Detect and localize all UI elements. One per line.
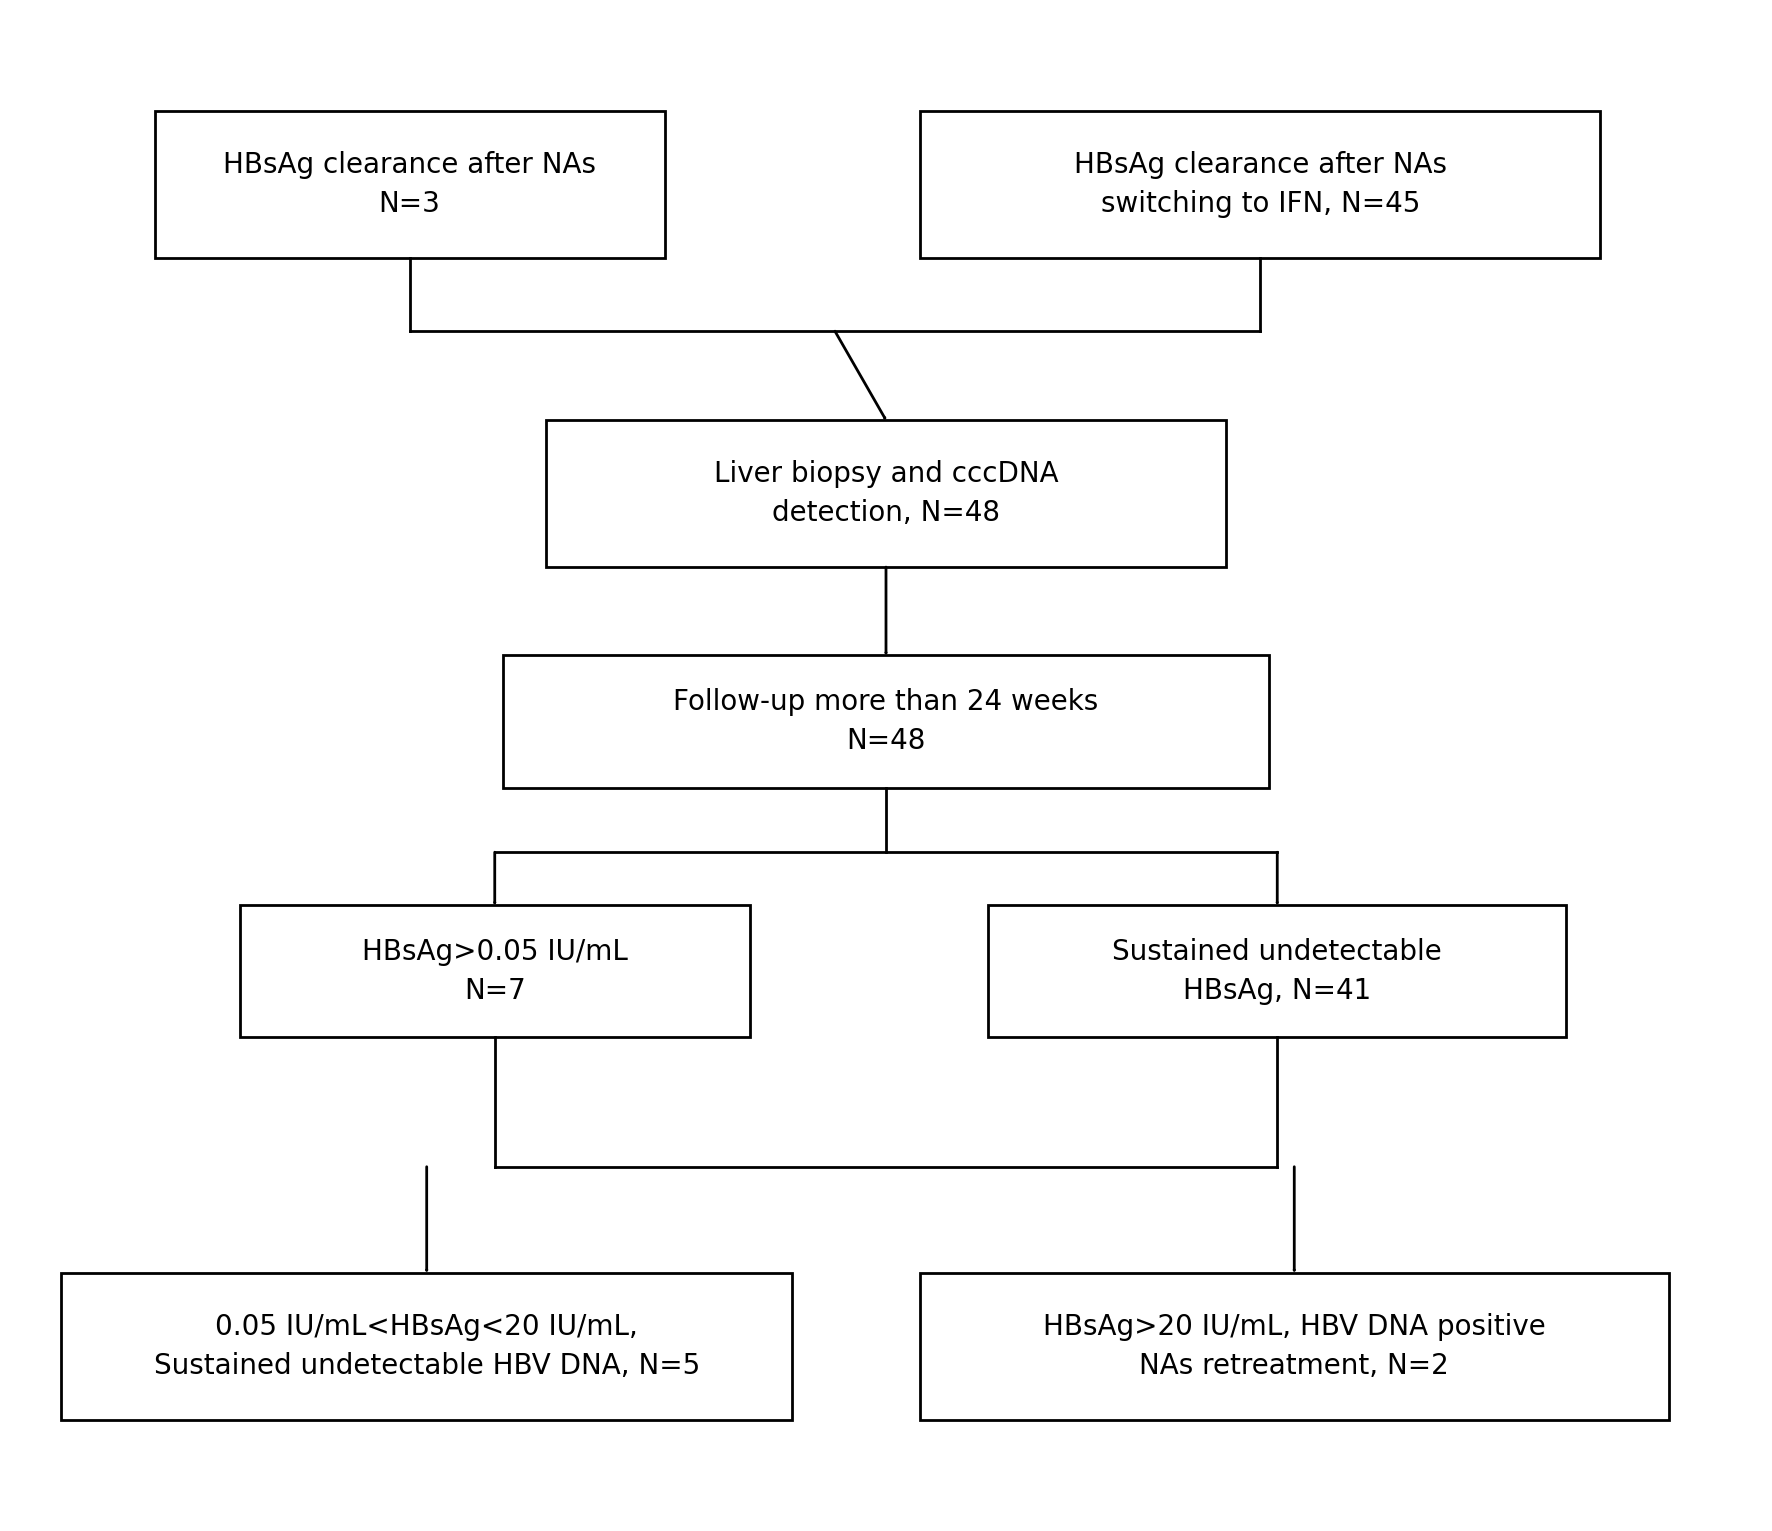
Text: HBsAg clearance after NAs
switching to IFN, N=45: HBsAg clearance after NAs switching to I… <box>1074 152 1446 219</box>
Bar <box>920 112 1600 259</box>
Bar <box>546 419 1226 566</box>
Text: Follow-up more than 24 weeks
N=48: Follow-up more than 24 weeks N=48 <box>673 687 1099 755</box>
Bar <box>60 1272 792 1419</box>
Bar <box>503 655 1269 787</box>
Bar <box>239 905 750 1038</box>
Text: HBsAg>20 IU/mL, HBV DNA positive
NAs retreatment, N=2: HBsAg>20 IU/mL, HBV DNA positive NAs ret… <box>1044 1312 1545 1379</box>
Text: HBsAg clearance after NAs
N=3: HBsAg clearance after NAs N=3 <box>223 152 595 219</box>
Bar <box>154 112 664 259</box>
Text: Sustained undetectable
HBsAg, N=41: Sustained undetectable HBsAg, N=41 <box>1113 939 1442 1004</box>
Text: 0.05 IU/mL<HBsAg<20 IU/mL,
Sustained undetectable HBV DNA, N=5: 0.05 IU/mL<HBsAg<20 IU/mL, Sustained und… <box>154 1312 700 1379</box>
Bar <box>920 1272 1669 1419</box>
Text: Liver biopsy and cccDNA
detection, N=48: Liver biopsy and cccDNA detection, N=48 <box>714 461 1058 527</box>
Bar <box>989 905 1566 1038</box>
Text: HBsAg>0.05 IU/mL
N=7: HBsAg>0.05 IU/mL N=7 <box>361 939 627 1004</box>
